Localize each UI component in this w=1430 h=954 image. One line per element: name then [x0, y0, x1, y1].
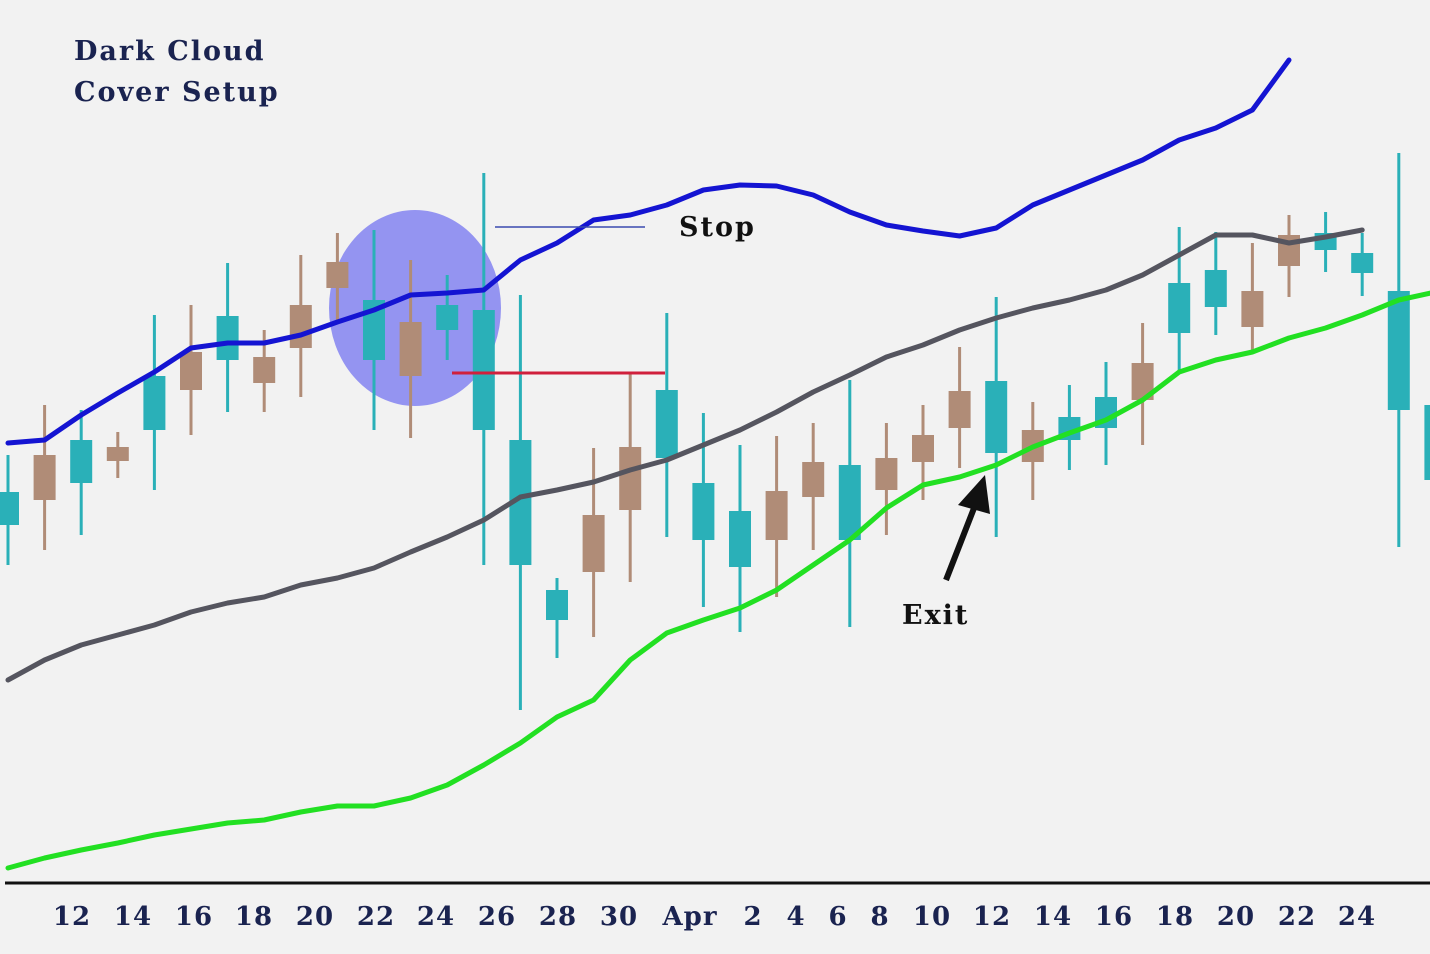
chart-title: Dark Cloud	[74, 36, 266, 67]
candle-body	[729, 511, 751, 567]
candle-body	[1351, 253, 1374, 273]
candle-body	[363, 300, 385, 360]
candle-body	[216, 316, 239, 360]
candle-body	[106, 447, 129, 461]
x-tick-label: 22	[357, 902, 395, 932]
candle-body	[1424, 405, 1430, 480]
candle-body	[948, 391, 971, 428]
x-tick-label: 10	[913, 902, 951, 932]
x-tick-label: 20	[296, 902, 334, 932]
x-tick-label: 18	[235, 902, 273, 932]
x-tick-label: 18	[1156, 902, 1194, 932]
exit-arrow	[943, 501, 979, 582]
candle-body	[70, 440, 93, 483]
x-tick-label: 16	[175, 902, 213, 932]
candle-body	[180, 352, 202, 390]
candle-body	[838, 465, 861, 540]
x-tick-label: 30	[600, 902, 638, 932]
x-tick-label: 12	[53, 902, 91, 932]
chart-title: Cover Setup	[74, 77, 280, 108]
band-line	[5, 57, 1292, 446]
x-tick-label: 16	[1095, 902, 1133, 932]
exit-label: Exit	[902, 600, 969, 631]
x-tick-label: 14	[1034, 902, 1072, 932]
candle-body	[399, 322, 422, 376]
x-tick-label: 22	[1278, 902, 1316, 932]
candle-body	[33, 455, 56, 500]
x-tick-label: 8	[870, 902, 889, 932]
x-tick-label: 2	[743, 902, 762, 932]
candle-body	[0, 492, 19, 525]
candle-body	[1168, 283, 1191, 333]
candle-body	[289, 305, 312, 348]
candle-body	[985, 381, 1008, 453]
candle-body	[472, 310, 495, 430]
candle-body	[253, 357, 276, 383]
x-tick-label: 6	[828, 902, 847, 932]
band-line	[5, 227, 1365, 683]
x-tick-label: 4	[786, 902, 805, 932]
candle-body	[546, 590, 568, 620]
candle-body	[912, 435, 934, 462]
candle-body	[619, 447, 642, 510]
x-tick-label: Apr	[661, 902, 717, 932]
candle-body	[1204, 270, 1227, 307]
candle-body	[875, 458, 898, 490]
candle-body	[326, 262, 349, 288]
stop-label: Stop	[679, 212, 756, 243]
candle-body	[1131, 363, 1154, 400]
x-tick-label: 20	[1217, 902, 1255, 932]
candle-body	[802, 462, 825, 497]
candle-body	[655, 390, 678, 458]
candle-body	[765, 491, 788, 540]
x-tick-label: 14	[114, 902, 152, 932]
x-tick-label: 28	[539, 902, 577, 932]
candle-body	[1241, 291, 1264, 327]
candle-body	[582, 515, 605, 572]
candle-body	[692, 483, 715, 540]
candle-body	[436, 305, 459, 330]
band-line	[5, 290, 1430, 871]
x-tick-label: 26	[478, 902, 516, 932]
x-tick-label: 24	[1338, 902, 1376, 932]
candle-body	[1387, 291, 1410, 410]
x-tick-label: 12	[973, 902, 1011, 932]
exit-arrowhead	[958, 475, 990, 514]
x-tick-label: 24	[417, 902, 455, 932]
candle-body	[509, 440, 532, 565]
candle-body	[143, 376, 166, 430]
title-block: Dark Cloud Cover Setup	[74, 36, 280, 108]
